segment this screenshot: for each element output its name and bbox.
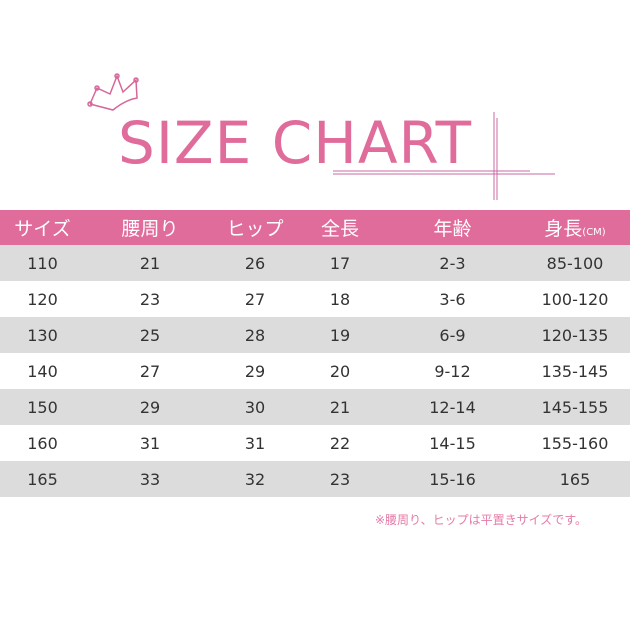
table-cell: 110 xyxy=(0,245,85,281)
header-waist: 腰周り xyxy=(85,210,215,245)
table-cell: 25 xyxy=(85,317,215,353)
page-title: SIZE CHART xyxy=(118,109,473,177)
table-cell: 17 xyxy=(295,245,385,281)
table-cell: 29 xyxy=(85,389,215,425)
table-cell: 21 xyxy=(295,389,385,425)
table-cell: 120-135 xyxy=(520,317,630,353)
table-cell: 15-16 xyxy=(385,461,520,497)
table-row: 150 29 30 21 12-14 145-155 xyxy=(0,389,630,425)
table-row: 110 21 26 17 2-3 85-100 xyxy=(0,245,630,281)
table-cell: 135-145 xyxy=(541,361,609,381)
table-cell: 31 xyxy=(139,433,161,453)
table-cell: 165 xyxy=(520,461,630,497)
table-cell: 100-120 xyxy=(541,289,609,309)
table-cell: 26 xyxy=(215,245,295,281)
table-cell: 2-3 xyxy=(385,245,520,281)
table-cell: 85-100 xyxy=(520,245,630,281)
table-header: サイズ 腰周り ヒップ 全長 年齢 身長(CM) xyxy=(0,210,630,245)
table-cell: 165 xyxy=(0,461,85,497)
decorative-lines xyxy=(333,112,555,200)
table-cell: 12-14 xyxy=(385,389,520,425)
table-cell: 29 xyxy=(244,361,266,381)
table-cell: 130 xyxy=(0,317,85,353)
footnote: ※腰周り、ヒップは平置きサイズです。 xyxy=(375,513,588,527)
header-age: 年齢 xyxy=(385,210,520,245)
size-table: サイズ 腰周り ヒップ 全長 年齢 身長(CM) 110 21 26 17 2-3 85-… xyxy=(0,210,630,497)
table-row: 165 33 32 23 15-16 165 xyxy=(0,461,630,497)
table-cell: 30 xyxy=(215,389,295,425)
table-cell: 6-9 xyxy=(385,317,520,353)
table-cell: 140 xyxy=(27,361,58,381)
table-cell: 9-12 xyxy=(434,361,471,381)
table-cell: 22 xyxy=(329,433,351,453)
table-cell: 150 xyxy=(0,389,85,425)
table-cell: 31 xyxy=(244,433,266,453)
table-cell: 18 xyxy=(329,289,351,309)
table-cell: 145-155 xyxy=(520,389,630,425)
table-cell: 23 xyxy=(295,461,385,497)
table-cell: 23 xyxy=(139,289,161,309)
header-length: 全長 xyxy=(295,210,385,245)
table-cell: 19 xyxy=(295,317,385,353)
table-row: 130 25 28 19 6-9 120-135 xyxy=(0,317,630,353)
table-row: 140 27 29 20 9-12 135-145 xyxy=(0,353,630,389)
table-cell: 14-15 xyxy=(429,433,476,453)
table-cell: 155-160 xyxy=(541,433,609,453)
table-row: 120 23 27 18 3-6 100-120 xyxy=(0,281,630,317)
table-cell: 3-6 xyxy=(439,289,466,309)
table-cell: 27 xyxy=(244,289,266,309)
table-cell: 160 xyxy=(27,433,58,453)
table-cell: 20 xyxy=(329,361,351,381)
table-cell: 28 xyxy=(215,317,295,353)
table-cell: 21 xyxy=(85,245,215,281)
table-cell: 120 xyxy=(27,289,58,309)
table-row: 160 31 31 22 14-15 155-160 xyxy=(0,425,630,461)
table-cell: 27 xyxy=(139,361,161,381)
table-cell: 32 xyxy=(215,461,295,497)
header-size: サイズ xyxy=(0,210,85,245)
table-cell: 33 xyxy=(85,461,215,497)
header-hip: ヒップ xyxy=(215,210,295,245)
header-height: 身長(CM) xyxy=(520,210,630,245)
crown-icon xyxy=(87,73,139,111)
